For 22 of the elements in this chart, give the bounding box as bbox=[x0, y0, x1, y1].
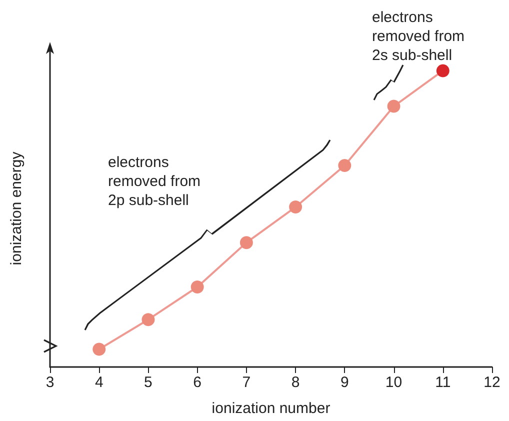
x-tick-label: 12 bbox=[484, 374, 500, 391]
point bbox=[387, 100, 400, 113]
text: electrons removed from 2s sub-shell bbox=[372, 8, 465, 65]
point bbox=[92, 342, 106, 356]
x-axis-title: ionization number bbox=[212, 400, 330, 417]
x-tick-label: 10 bbox=[385, 374, 402, 391]
x-tick-label: 6 bbox=[193, 374, 202, 391]
x-tick-label: 3 bbox=[46, 374, 54, 391]
y-axis-title: ionization energy bbox=[8, 151, 25, 266]
x-tick-label: 7 bbox=[242, 374, 251, 391]
point bbox=[436, 64, 450, 78]
point bbox=[190, 280, 204, 294]
x-tick-label: 8 bbox=[291, 374, 300, 391]
x-tick-label: 11 bbox=[435, 374, 451, 391]
point bbox=[338, 159, 352, 172]
point bbox=[142, 313, 155, 326]
annotation: electrons removed from 2p sub-shell bbox=[108, 153, 201, 210]
x-tick-label: 5 bbox=[144, 374, 152, 391]
x-tick-label: 9 bbox=[340, 374, 349, 391]
point bbox=[289, 200, 302, 214]
x-tick-label: 4 bbox=[94, 374, 104, 391]
point bbox=[240, 236, 253, 250]
